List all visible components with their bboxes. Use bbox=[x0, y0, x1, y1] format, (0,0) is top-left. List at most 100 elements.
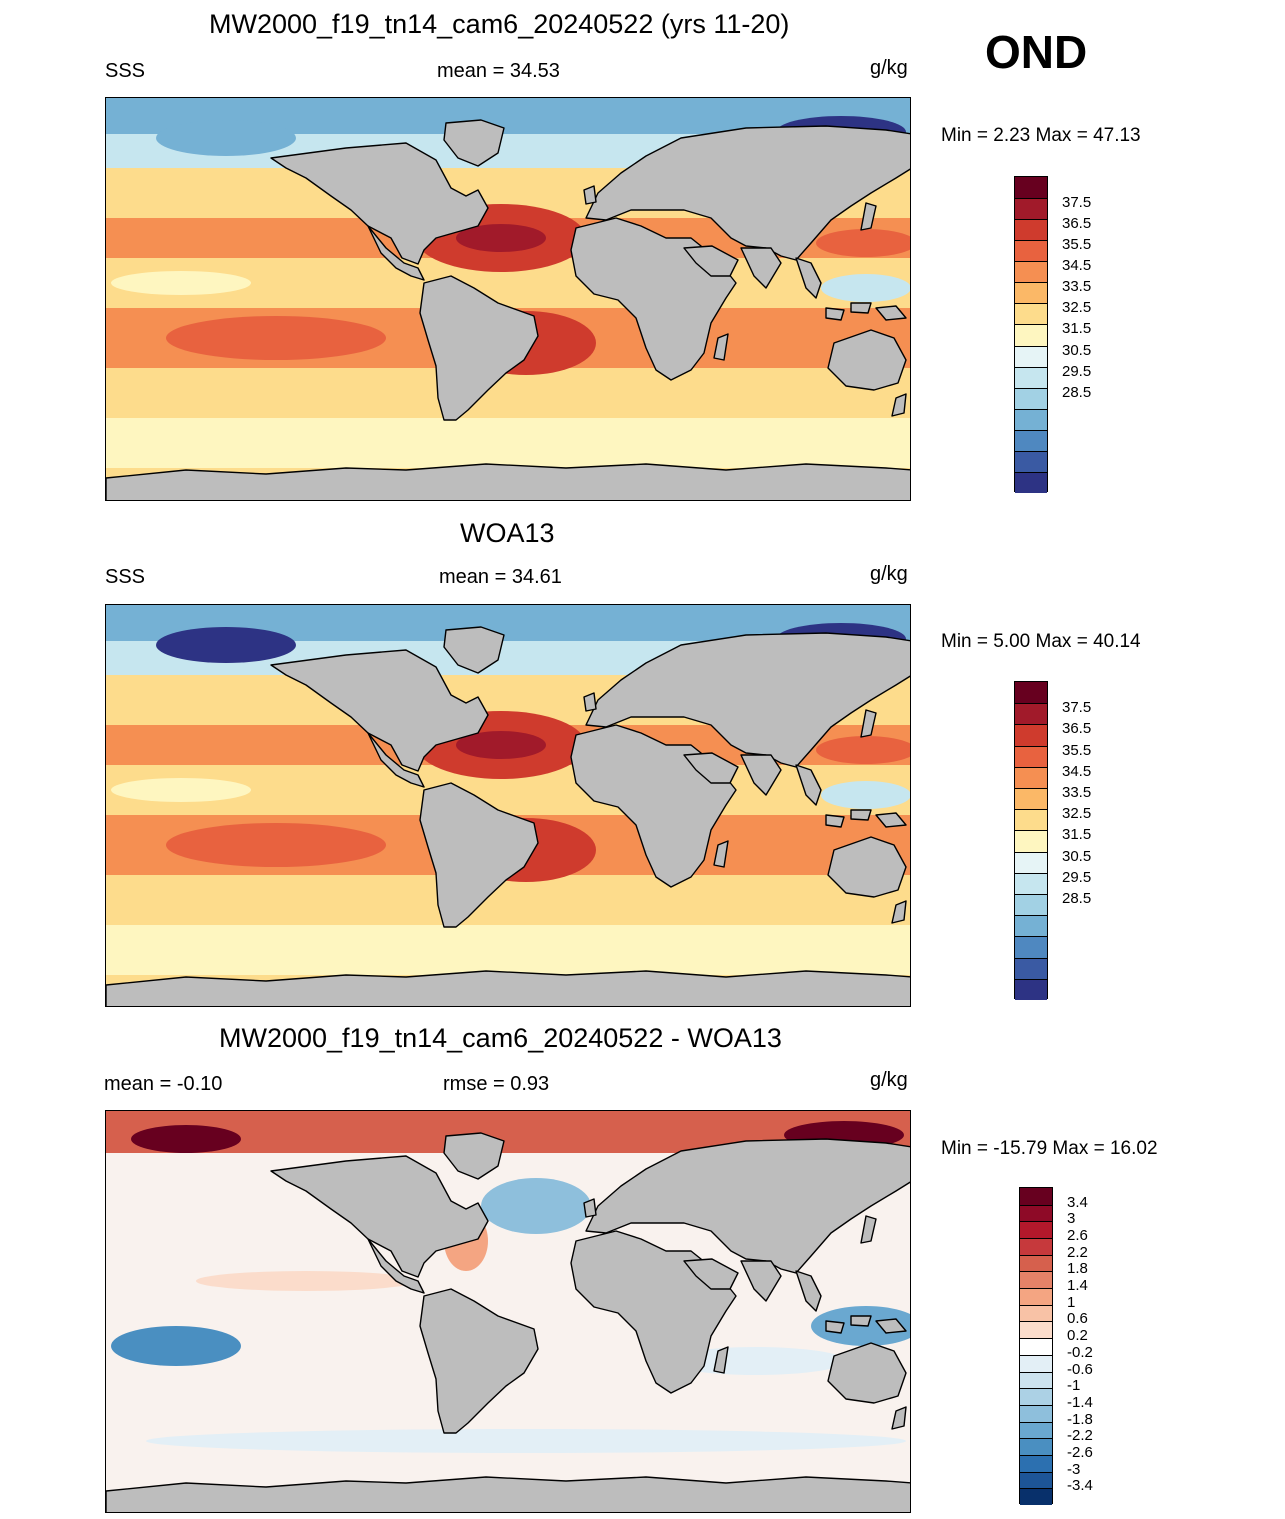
colorbar-swatch bbox=[1015, 872, 1047, 894]
panel-1-minmax-label: Min = 2.23 Max = 47.13 bbox=[941, 125, 1141, 146]
colorbar-tick-label: 30.5 bbox=[1062, 341, 1092, 359]
land-mass bbox=[443, 1132, 505, 1180]
land-mass bbox=[585, 632, 910, 768]
land-mass bbox=[740, 247, 782, 289]
colorbar-tick-label: 1 bbox=[1067, 1293, 1076, 1311]
land-mass bbox=[106, 1476, 910, 1512]
colorbar-tick-label: 32.5 bbox=[1062, 299, 1092, 317]
colorbar-swatch bbox=[1015, 303, 1047, 325]
colorbar-swatch bbox=[1015, 915, 1047, 937]
colorbar-tick-label: 31.5 bbox=[1062, 320, 1092, 338]
colorbar-tick-label: 32.5 bbox=[1062, 805, 1092, 823]
colorbar-tick-label: 37.5 bbox=[1062, 699, 1092, 717]
low-salinity-region bbox=[156, 627, 296, 663]
panel-1-map bbox=[105, 97, 911, 501]
panel-2-variable-label: SSS bbox=[105, 566, 146, 588]
colorbar-swatch bbox=[1020, 1271, 1052, 1289]
colorbar-box bbox=[1014, 176, 1048, 493]
land-mass bbox=[367, 732, 425, 788]
land-mass bbox=[270, 649, 489, 772]
colorbar-swatch bbox=[1015, 894, 1047, 916]
colorbar-tick-label: 34.5 bbox=[1062, 762, 1092, 780]
colorbar-tick-label: 0.2 bbox=[1067, 1327, 1088, 1345]
land-mass bbox=[860, 1215, 877, 1244]
colorbar-swatch bbox=[1020, 1454, 1052, 1472]
low-salinity-region bbox=[111, 778, 251, 802]
land-mass bbox=[367, 225, 425, 281]
colorbar-swatch bbox=[1020, 1404, 1052, 1422]
colorbar-swatch bbox=[1015, 957, 1047, 979]
colorbar-swatch bbox=[1015, 177, 1047, 199]
colorbar-tick-label: 36.5 bbox=[1062, 215, 1092, 233]
colorbar-swatch bbox=[1015, 345, 1047, 367]
land-mass bbox=[795, 257, 822, 299]
colorbar-swatch bbox=[1015, 219, 1047, 241]
panel-2-mean-label: mean = 34.61 bbox=[439, 566, 562, 588]
land-mass bbox=[683, 1258, 739, 1290]
land-mass bbox=[891, 1406, 907, 1430]
colorbar-swatch bbox=[1020, 1188, 1052, 1205]
panel-1-units-label: g/kg bbox=[870, 57, 908, 79]
land-mass bbox=[683, 245, 739, 277]
negative-anomaly bbox=[146, 1429, 906, 1453]
land-mass bbox=[443, 119, 505, 167]
colorbar-tick-label: 3 bbox=[1067, 1210, 1076, 1228]
land-mass bbox=[860, 709, 877, 738]
colorbar-swatch bbox=[1015, 261, 1047, 283]
land-mass bbox=[850, 302, 872, 314]
season-label: OND bbox=[985, 26, 1088, 78]
colorbar-tick-label: -3.4 bbox=[1067, 1477, 1093, 1495]
land-mass bbox=[827, 836, 907, 898]
southern-ocean-band bbox=[106, 925, 910, 975]
panel-1-mean-label: mean = 34.53 bbox=[437, 60, 560, 82]
colorbar-tick-label: 2.2 bbox=[1067, 1243, 1088, 1261]
colorbar-swatch bbox=[1020, 1438, 1052, 1455]
colorbar-swatch bbox=[1015, 408, 1047, 430]
colorbar-tick-label: -1 bbox=[1067, 1377, 1081, 1395]
colorbar-tick-label: 33.5 bbox=[1062, 278, 1092, 296]
panel-3-map bbox=[105, 1110, 911, 1513]
colorbar-swatch bbox=[1020, 1354, 1052, 1372]
colorbar-tick-label: 0.6 bbox=[1067, 1310, 1088, 1328]
colorbar-swatch bbox=[1015, 936, 1047, 958]
colorbar-swatch bbox=[1015, 282, 1047, 304]
land-mass bbox=[875, 305, 907, 321]
land-mass bbox=[891, 393, 907, 417]
land-mass bbox=[106, 970, 910, 1006]
colorbar-swatch bbox=[1015, 240, 1047, 262]
colorbar-tick-label: 35.5 bbox=[1062, 741, 1092, 759]
land-mass bbox=[270, 142, 489, 265]
colorbar-tick-label: -2.6 bbox=[1067, 1443, 1093, 1461]
colorbar-swatch bbox=[1015, 429, 1047, 451]
colorbar-swatch bbox=[1015, 851, 1047, 873]
colorbar-swatch bbox=[1020, 1371, 1052, 1389]
colorbar-tick-label: 34.5 bbox=[1062, 257, 1092, 275]
colorbar-swatch bbox=[1020, 1288, 1052, 1305]
colorbar-swatch bbox=[1015, 745, 1047, 767]
colorbar-tick-label: -3 bbox=[1067, 1460, 1081, 1478]
land-mass bbox=[419, 275, 539, 421]
land-mass bbox=[583, 1198, 597, 1218]
colorbar-tick-label: 37.5 bbox=[1062, 194, 1092, 212]
colorbar-box bbox=[1019, 1187, 1053, 1505]
high-salinity-region bbox=[816, 229, 910, 257]
land-mass bbox=[585, 125, 910, 261]
negative-anomaly bbox=[111, 1326, 241, 1366]
colorbar-tick-label: -2.2 bbox=[1067, 1427, 1093, 1445]
colorbar-tick-label: 29.5 bbox=[1062, 868, 1092, 886]
land-mass bbox=[106, 463, 910, 500]
colorbar-swatch bbox=[1020, 1338, 1052, 1355]
colorbar-tick-label: 33.5 bbox=[1062, 784, 1092, 801]
negative-anomaly bbox=[666, 1347, 846, 1375]
colorbar-swatch bbox=[1015, 724, 1047, 746]
colorbar-tick-label: -0.2 bbox=[1067, 1343, 1093, 1361]
panel-3-mean-label: mean = -0.10 bbox=[104, 1073, 223, 1095]
high-salinity-region bbox=[456, 224, 546, 252]
land-mass bbox=[270, 1155, 489, 1278]
colorbar-swatch bbox=[1020, 1488, 1052, 1505]
positive-anomaly bbox=[131, 1125, 241, 1153]
colorbar-swatch bbox=[1015, 450, 1047, 472]
land-mass bbox=[583, 692, 597, 712]
land-mass bbox=[585, 1138, 910, 1274]
land-mass bbox=[713, 333, 729, 361]
